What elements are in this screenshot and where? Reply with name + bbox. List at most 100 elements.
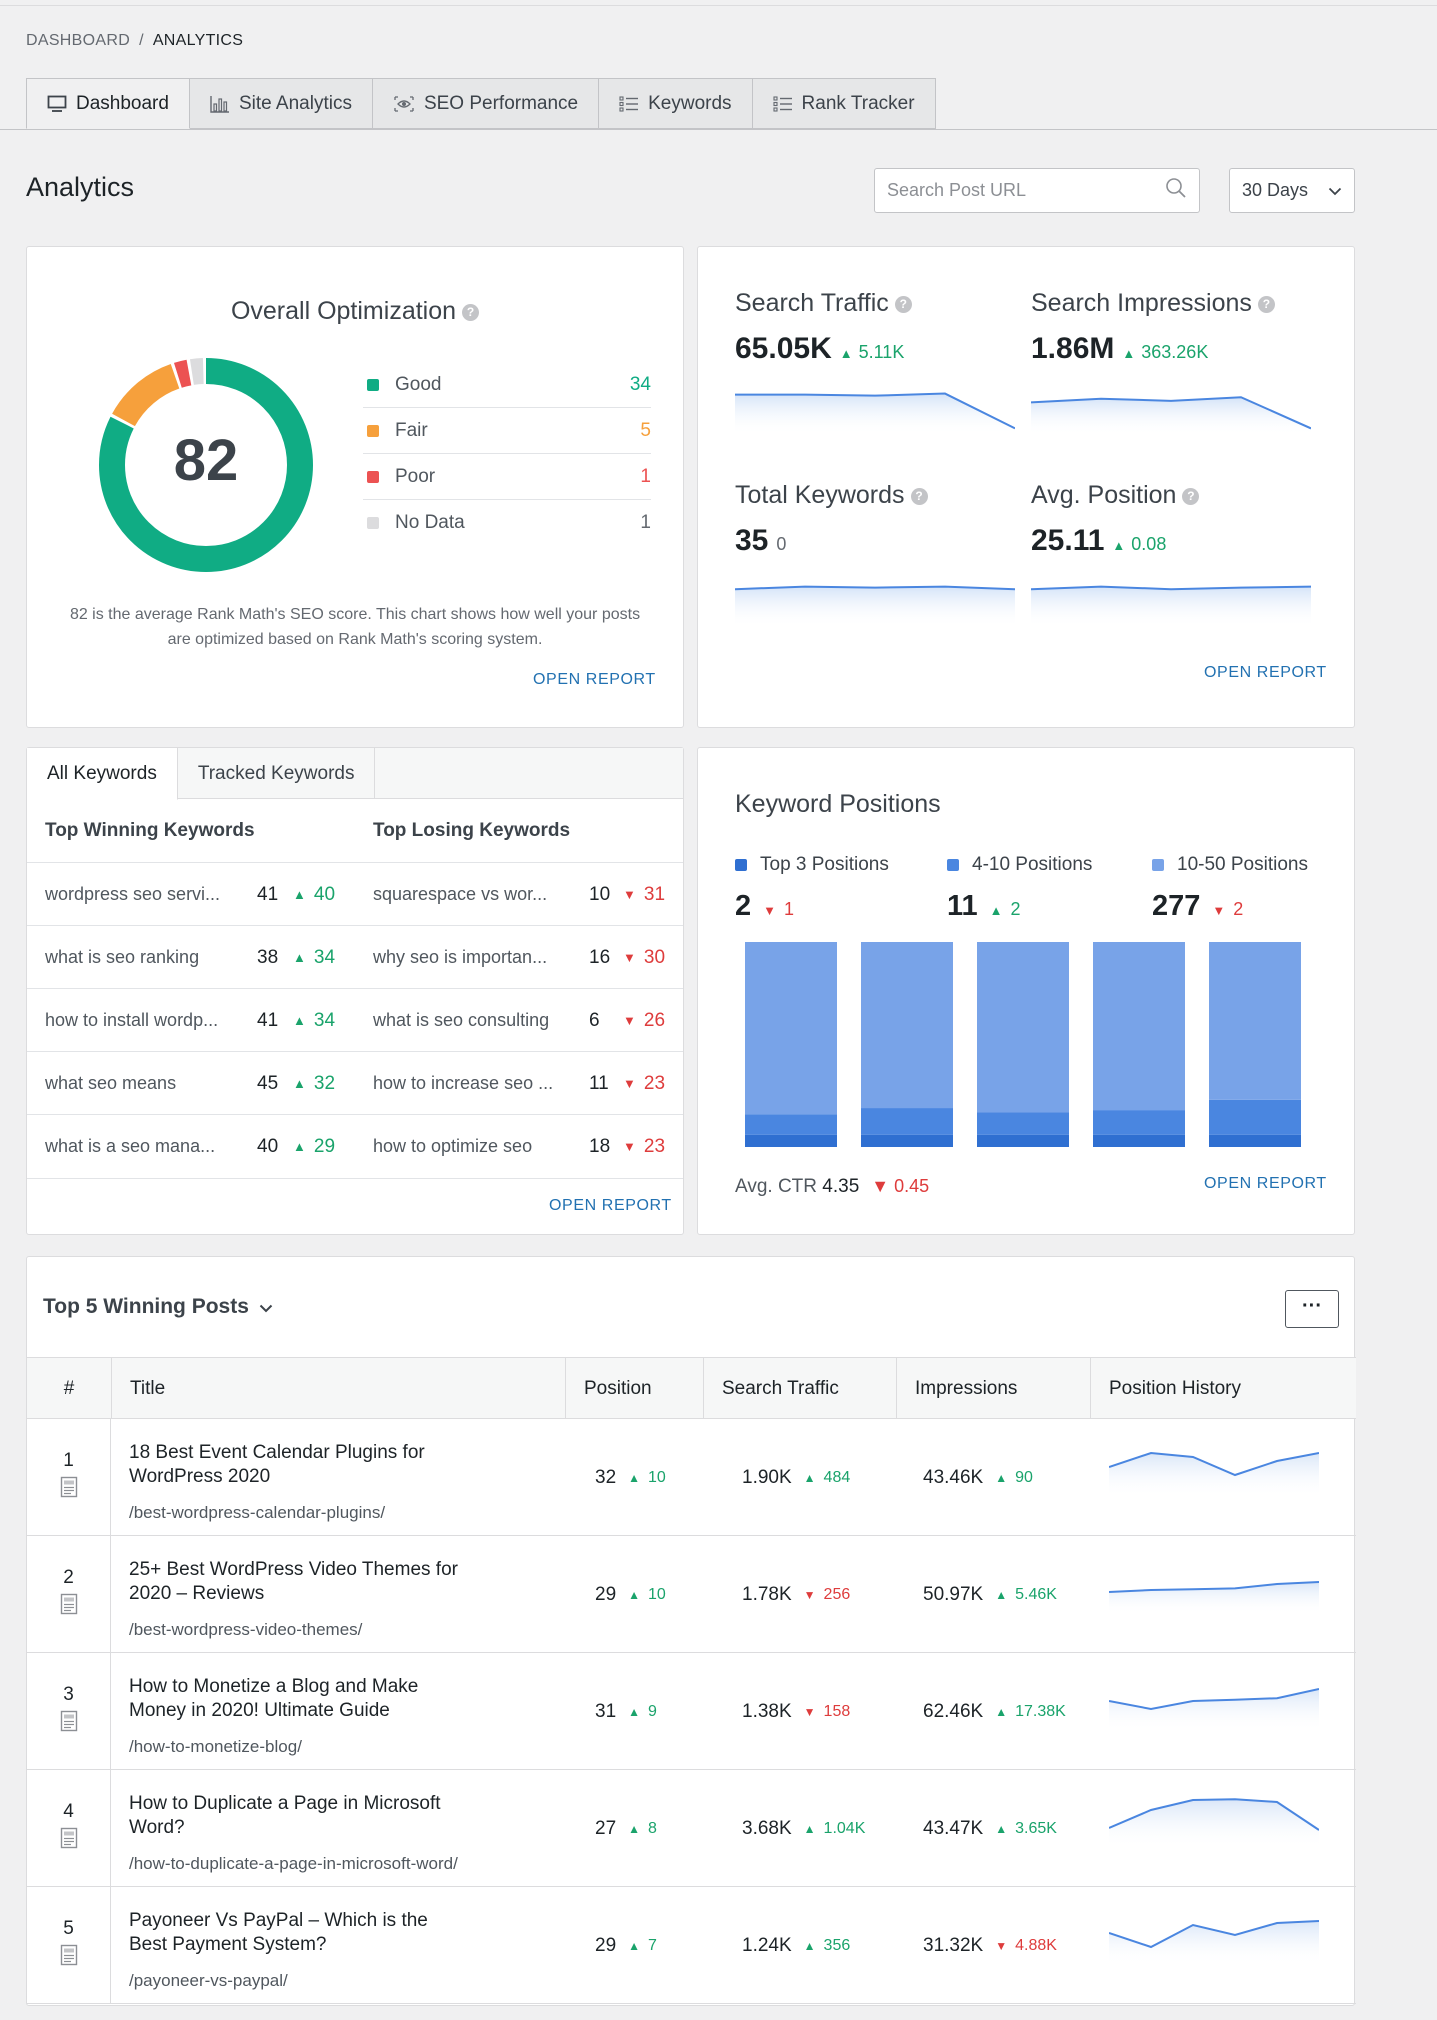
post-search-traffic: 3.68K ▲ 1.04K bbox=[742, 1817, 866, 1839]
post-search-traffic: 1.24K ▲ 356 bbox=[742, 1934, 851, 1956]
post-row: 5 Payoneer Vs PayPal – Which is the Best … bbox=[27, 1887, 1356, 2004]
column-number[interactable]: # bbox=[63, 1377, 75, 1399]
winning-keyword-delta: ▲ 29 bbox=[293, 1135, 336, 1157]
tab-site-analytics[interactable]: Site Analytics bbox=[189, 78, 373, 129]
help-icon[interactable]: ? bbox=[1257, 296, 1275, 313]
post-position: 32 ▲ 10 bbox=[595, 1466, 666, 1488]
metric-value: 1.86M ▲ 363.26K bbox=[1031, 332, 1209, 365]
post-search-traffic: 1.38K ▼ 158 bbox=[742, 1700, 851, 1722]
winning-keyword[interactable]: wordpress seo servi... bbox=[45, 884, 221, 904]
post-title[interactable]: How to Duplicate a Page in Microsoft Wor… bbox=[129, 1793, 441, 1838]
metric-delta: ▲ 5.11K bbox=[839, 342, 905, 362]
tab-label: SEO Performance bbox=[423, 92, 579, 114]
breadcrumb: DASHBOARD / ANALYTICS bbox=[26, 32, 243, 50]
keyword-row: wordpress seo servi... 41 ▲ 40 squarespace v… bbox=[27, 862, 683, 925]
help-icon[interactable]: ? bbox=[1182, 488, 1200, 505]
post-impressions: 43.47K ▲ 3.65K bbox=[923, 1817, 1057, 1839]
legend-value: 34 bbox=[629, 373, 651, 395]
post-title[interactable]: 25+ Best WordPress Video Themes for 2020… bbox=[129, 1559, 458, 1604]
winning-keyword[interactable]: what is a seo mana... bbox=[45, 1136, 216, 1156]
document-icon[interactable] bbox=[60, 1827, 78, 1855]
keyword-positions-card: Keyword Positions Avg. CTR 4.35 ▼ 0.45 OP… bbox=[697, 747, 1355, 1235]
open-report-link[interactable]: OPEN REPORT bbox=[1204, 1175, 1327, 1192]
losing-keyword[interactable]: squarespace vs wor... bbox=[373, 884, 548, 904]
document-icon[interactable] bbox=[60, 1593, 78, 1621]
tab-label: Site Analytics bbox=[238, 92, 352, 114]
bar-segment-10-50 bbox=[1209, 942, 1301, 1100]
losing-keyword[interactable]: how to optimize seo bbox=[373, 1136, 533, 1156]
tab-keywords[interactable]: Keywords bbox=[599, 78, 753, 129]
position-history-sparkline bbox=[1109, 1920, 1319, 1965]
search-input[interactable] bbox=[887, 180, 1165, 201]
keyword-row: what is a seo mana... 40 ▲ 29 how to optimiz… bbox=[27, 1114, 683, 1177]
losing-keyword[interactable]: how to increase seo ... bbox=[373, 1073, 554, 1093]
date-range-select[interactable]: 30 Days bbox=[1229, 168, 1355, 213]
metric-total-keywords: Total Keywords? 35 0 bbox=[735, 481, 1021, 627]
document-icon[interactable] bbox=[60, 1476, 78, 1504]
column-impressions[interactable]: Impressions bbox=[896, 1358, 1090, 1419]
losing-keywords-header: Top Losing Keywords bbox=[373, 820, 571, 841]
tab-all-keywords[interactable]: All Keywords bbox=[27, 748, 178, 800]
post-impressions: 62.46K ▲ 17.38K bbox=[923, 1700, 1066, 1722]
column-search-traffic[interactable]: Search Traffic bbox=[703, 1358, 896, 1419]
search-icon[interactable] bbox=[1165, 177, 1187, 204]
winning-keyword[interactable]: how to install wordp... bbox=[45, 1010, 219, 1030]
sparkline-line bbox=[1109, 1451, 1319, 1477]
open-report-link[interactable]: OPEN REPORT bbox=[1204, 664, 1327, 681]
help-icon[interactable]: ? bbox=[910, 488, 928, 505]
post-title[interactable]: How to Monetize a Blog and Make Money in… bbox=[129, 1676, 419, 1721]
column-position-history[interactable]: Position History bbox=[1090, 1358, 1356, 1419]
position-group-value: 277 ▼ 2 bbox=[1152, 890, 1244, 922]
sparkline-line bbox=[735, 585, 1015, 591]
position-group-value: 11 ▲ 2 bbox=[947, 890, 1021, 922]
tab-tracked-keywords[interactable]: Tracked Keywords bbox=[178, 748, 376, 799]
document-icon[interactable] bbox=[60, 1944, 78, 1972]
losing-keyword-delta: ▼ 26 bbox=[623, 1009, 666, 1031]
overall-optimization-card: Overall Optimization? 82 Good 34 Fair 5 Poor… bbox=[26, 246, 684, 728]
tab-label: Dashboard bbox=[76, 92, 169, 114]
legend-swatch bbox=[367, 470, 379, 483]
winning-keyword[interactable]: what is seo ranking bbox=[45, 947, 200, 967]
help-icon[interactable]: ? bbox=[462, 304, 480, 321]
legend-item: No Data 1 bbox=[363, 500, 651, 546]
position-history-sparkline bbox=[1109, 1581, 1319, 1614]
keywords-footer bbox=[27, 1178, 683, 1179]
sparkline-line bbox=[1109, 1920, 1319, 1949]
post-title[interactable]: 18 Best Event Calendar Plugins for WordP… bbox=[129, 1442, 425, 1487]
column-title[interactable]: Title bbox=[111, 1358, 565, 1419]
tab-dashboard[interactable]: Dashboard bbox=[26, 78, 190, 129]
post-impressions-delta: ▲ 3.65K bbox=[995, 1819, 1057, 1837]
keyword-positions-title: Keyword Positions bbox=[735, 790, 941, 818]
bar-segment-top-3 bbox=[861, 1134, 953, 1147]
top-posts-dropdown[interactable]: Top 5 Winning Posts bbox=[43, 1295, 273, 1319]
open-report-link[interactable]: OPEN REPORT bbox=[533, 671, 656, 688]
post-title[interactable]: Payoneer Vs PayPal – Which is the Best P… bbox=[129, 1910, 428, 1955]
sparkline-line bbox=[1109, 1688, 1319, 1711]
metric-delta: ▲ 363.26K bbox=[1122, 342, 1209, 362]
breadcrumb-dashboard[interactable]: DASHBOARD bbox=[26, 32, 131, 49]
search-metrics-card: OPEN REPORT Search Traffic? 65.05K ▲ 5.11K S… bbox=[697, 246, 1355, 728]
document-icon[interactable] bbox=[60, 1710, 78, 1738]
winning-keyword[interactable]: what seo means bbox=[45, 1073, 177, 1093]
post-url: /how-to-monetize-blog/ bbox=[129, 1737, 302, 1756]
column-position[interactable]: Position bbox=[565, 1358, 703, 1419]
post-row: 3 How to Monetize a Blog and Make Money i… bbox=[27, 1653, 1356, 1770]
help-icon[interactable]: ? bbox=[894, 296, 912, 313]
tab-rank-tracker[interactable]: Rank Tracker bbox=[752, 78, 936, 129]
top-posts-card: Top 5 Winning Posts ··· # Title Position Se… bbox=[26, 1256, 1356, 2006]
open-report-link[interactable]: OPEN REPORT bbox=[549, 1197, 672, 1214]
top-border bbox=[0, 0, 1437, 6]
losing-keyword[interactable]: why seo is importan... bbox=[373, 947, 548, 967]
losing-keyword-delta: ▼ 30 bbox=[623, 946, 666, 968]
winning-keyword-delta: ▲ 40 bbox=[293, 883, 336, 905]
losing-keyword[interactable]: what is seo consulting bbox=[373, 1010, 550, 1030]
more-options-button[interactable]: ··· bbox=[1285, 1290, 1339, 1328]
metric-sparkline bbox=[735, 392, 1015, 435]
losing-keyword-position: 10 bbox=[589, 883, 611, 905]
legend-swatch bbox=[947, 859, 959, 871]
winning-keyword-position: 45 bbox=[257, 1072, 279, 1094]
tab-seo-performance[interactable]: SEO Performance bbox=[372, 78, 600, 129]
score-legend: Good 34 Fair 5 Poor 1 No Data 1 bbox=[363, 362, 651, 546]
list-icon bbox=[619, 95, 639, 113]
metric-title: Search Traffic? bbox=[735, 289, 1021, 318]
